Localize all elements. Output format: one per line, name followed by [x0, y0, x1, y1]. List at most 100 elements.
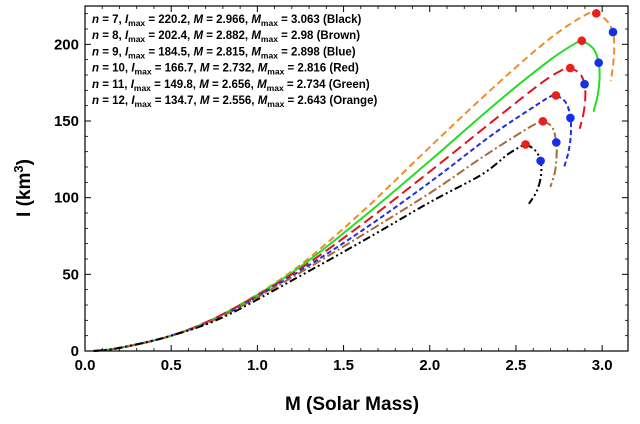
legend-mmax: = 2.643 (Orange)	[284, 95, 377, 107]
legend-imax-sub: max	[134, 83, 151, 93]
legend-n: = 10,	[99, 63, 131, 75]
legend-m-label: M	[199, 79, 209, 91]
legend-imax: = 202.4,	[145, 30, 193, 42]
max-I-point-5	[521, 140, 530, 149]
series-line-2	[93, 66, 587, 352]
series-line-4	[93, 119, 558, 352]
series-line-3	[93, 93, 573, 352]
legend-n: = 8,	[99, 30, 125, 42]
legend-mmax-sub: max	[267, 99, 284, 109]
max-I-point-0	[591, 9, 601, 18]
legend-n-label: n	[92, 63, 99, 75]
legend-mmax-label: M	[258, 63, 268, 75]
legend-entry: n = 7, Imax = 220.2, M = 2.966, Mmax = 3…	[92, 14, 362, 28]
y-axis-title-main: I (km	[14, 173, 35, 217]
max-I-point-1	[577, 36, 587, 45]
max-M-point-2	[580, 79, 589, 89]
legend-mmax-label: M	[258, 95, 268, 107]
max-M-point-4	[551, 138, 561, 147]
x-tick-label: 0.5	[161, 357, 182, 374]
legend-entry: n = 9, Imax = 184.5, M = 2.815, Mmax = 2…	[92, 46, 356, 60]
max-I-point-4	[538, 117, 548, 126]
legend-mmax: = 2.98 (Brown)	[278, 30, 360, 42]
plot-area	[93, 9, 618, 352]
legend-imax-label: I	[125, 30, 129, 42]
legend-imax-sub: max	[128, 50, 145, 60]
legend-n: = 11,	[99, 79, 131, 91]
x-tick-label: 1.5	[333, 357, 354, 374]
legend-imax-label: I	[125, 14, 129, 26]
x-tick-label: 2.5	[506, 357, 527, 374]
legend-mmax: = 2.898 (Blue)	[278, 46, 356, 58]
legend-imax-sub: max	[135, 99, 152, 109]
legend-n: = 12,	[99, 95, 131, 107]
y-tick-label: 0	[71, 343, 79, 360]
max-M-point-3	[566, 113, 575, 123]
legend-m: = 2.966,	[203, 14, 251, 26]
x-axis-title: M (Solar Mass)	[285, 394, 419, 415]
max-M-point-1	[594, 58, 603, 68]
max-M-point-5	[536, 156, 545, 166]
legend-m-label: M	[193, 14, 203, 26]
legend-m: = 2.732,	[209, 63, 257, 75]
max-I-point-2	[565, 63, 575, 73]
legend-m: = 2.656,	[209, 79, 257, 91]
legend-m: = 2.882,	[203, 30, 251, 42]
legend-entry: n = 10, Imax = 166.7, M = 2.732, Mmax = …	[92, 63, 359, 77]
legend-entry: n = 12, Imax = 134.7, M = 2.556, Mmax = …	[92, 95, 377, 109]
y-axis-title: I (km3)	[11, 159, 35, 217]
legend-m: = 2.815,	[203, 46, 251, 58]
plot-frame	[84, 5, 629, 352]
legend-mmax-label: M	[251, 46, 261, 58]
legend-mmax-sub: max	[261, 34, 278, 44]
legend-imax-label: I	[131, 63, 135, 75]
legend-imax: = 184.5,	[145, 46, 193, 58]
legend-mmax-sub: max	[267, 67, 284, 77]
y-axis-title-exponent: 3	[11, 165, 26, 172]
legend-n-label: n	[92, 46, 99, 58]
y-tick-label: 100	[54, 190, 79, 207]
series-line-5	[93, 143, 543, 352]
y-axis-title-close: )	[14, 159, 35, 165]
legend-n-label: n	[92, 95, 99, 107]
legend-mmax-label: M	[257, 79, 267, 91]
legend-mmax: = 2.816 (Red)	[284, 63, 359, 75]
y-tick-label: 50	[62, 266, 79, 283]
legend-n-label: n	[92, 14, 99, 26]
legend-mmax-sub: max	[261, 18, 278, 28]
legend-imax-sub: max	[135, 67, 152, 77]
legend-m-label: M	[193, 46, 203, 58]
legend-imax-label: I	[125, 46, 129, 58]
legend-imax-sub: max	[128, 34, 145, 44]
y-tick-label: 200	[54, 36, 79, 53]
legend-imax: = 166.7,	[152, 63, 200, 75]
legend-imax-sub: max	[128, 18, 145, 28]
legend-imax: = 134.7,	[152, 95, 200, 107]
axes: 0.0 0.5 1.0 1.5 2.0 2.5 3.0 0 50 100 150 200	[54, 5, 629, 374]
legend-n: = 7,	[99, 14, 125, 26]
legend-m-label: M	[193, 30, 203, 42]
legend-entry: n = 11, Imax = 149.8, M = 2.656, Mmax = …	[92, 79, 370, 93]
max-M-point-0	[608, 27, 618, 37]
legend-entry: n = 8, Imax = 202.4, M = 2.882, Mmax = 2…	[92, 30, 360, 44]
legend-m-label: M	[200, 63, 210, 75]
legend-m: = 2.556,	[209, 95, 257, 107]
legend-imax: = 220.2,	[145, 14, 193, 26]
legend-mmax-label: M	[251, 30, 261, 42]
legend-n: = 9,	[99, 46, 125, 58]
legend-mmax-sub: max	[267, 83, 284, 93]
x-tick-label: 3.0	[592, 357, 613, 374]
legend-m-label: M	[200, 95, 210, 107]
legend-imax: = 149.8,	[151, 79, 199, 91]
y-tick-label: 150	[54, 113, 79, 130]
legend-n-label: n	[92, 30, 99, 42]
max-I-point-3	[551, 91, 561, 100]
legend-imax-label: I	[131, 79, 135, 91]
x-tick-label: 1.0	[247, 357, 268, 374]
x-tick-label: 2.0	[419, 357, 440, 374]
legend-mmax-label: M	[251, 14, 261, 26]
legend-mmax: = 2.734 (Green)	[284, 79, 370, 91]
legend: n = 7, Imax = 220.2, M = 2.966, Mmax = 3…	[92, 14, 377, 109]
